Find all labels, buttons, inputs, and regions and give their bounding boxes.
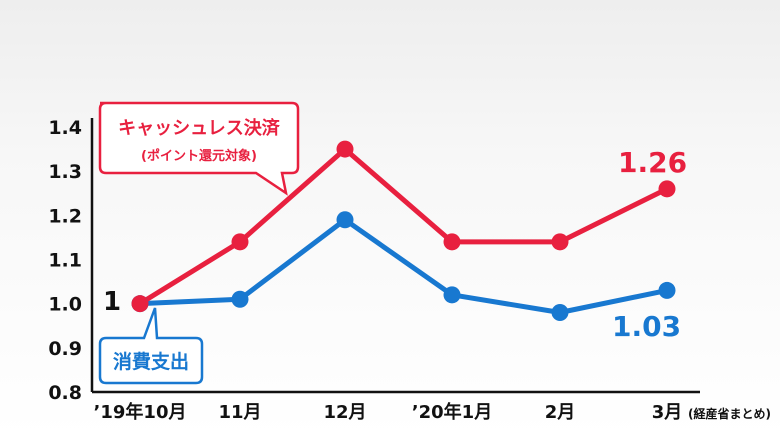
x-tick-labels: ’19年10月 11月 12月 ’20年1月 2月 3月 <box>94 401 683 423</box>
start-value-label: 1 <box>103 287 121 317</box>
series-end-label-spending: 1.03 <box>612 310 681 343</box>
point-cashless-4 <box>551 233 569 251</box>
series-lines <box>137 146 670 315</box>
point-spending-2 <box>336 211 354 229</box>
point-cashless-1 <box>231 233 249 251</box>
point-cashless-0 <box>131 295 149 313</box>
y-tick-label: 1.2 <box>48 205 82 227</box>
y-tick-label: 1.0 <box>48 294 82 316</box>
series-line-cashless <box>137 146 670 307</box>
callout-spending-box <box>98 307 204 385</box>
x-tick-label: 3月 <box>652 402 683 423</box>
x-tick-label: ’20年1月 <box>412 401 492 423</box>
series-end-label-cashless: 1.26 <box>618 146 687 179</box>
callout-cashless-box <box>98 101 300 196</box>
x-tick-label: ’19年10月 <box>94 401 187 423</box>
series-line-spending <box>137 217 670 315</box>
callout-spending-title: 消費支出 <box>113 350 189 373</box>
point-spending-1 <box>231 290 249 308</box>
x-tick-label: 2月 <box>545 402 576 423</box>
y-tick-label: 1.4 <box>48 117 82 139</box>
point-cashless-5 <box>658 180 676 198</box>
series-points <box>131 140 676 321</box>
callout-cashless: キャッシュレス決済 (ポイント還元対象) <box>98 101 300 196</box>
y-tick-label: 1.1 <box>48 250 82 272</box>
point-spending-5 <box>658 281 676 299</box>
point-cashless-2 <box>336 140 354 158</box>
point-cashless-3 <box>443 233 461 251</box>
point-spending-3 <box>443 286 461 304</box>
y-tick-labels: 1.4 1.3 1.2 1.1 1.0 0.9 0.8 <box>48 117 82 404</box>
y-tick-label: 0.8 <box>48 382 82 404</box>
callout-cashless-title: キャッシュレス決済 <box>118 117 281 139</box>
callout-spending: 消費支出 <box>98 307 204 385</box>
callout-cashless-subtitle: (ポイント還元対象) <box>141 148 257 164</box>
x-tick-label: 11月 <box>218 402 261 423</box>
source-note: (経産省まとめ) <box>688 406 771 421</box>
y-tick-label: 0.9 <box>48 338 82 360</box>
x-tick-label: 12月 <box>323 402 366 423</box>
y-tick-label: 1.3 <box>48 161 82 183</box>
point-spending-4 <box>551 304 569 321</box>
